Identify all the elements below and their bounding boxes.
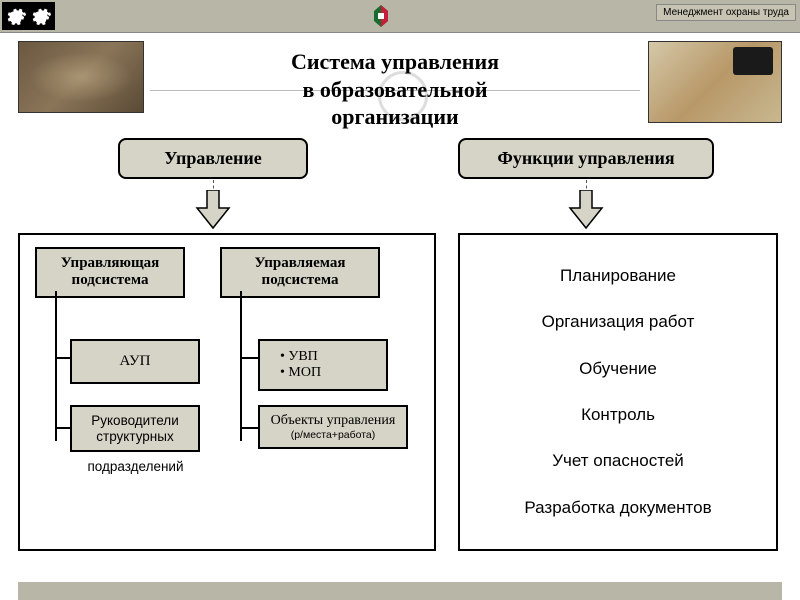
managing-subsystem-box: Управляющая подсистема bbox=[35, 247, 185, 298]
gear-icons-box bbox=[2, 2, 55, 30]
title-line: Система управления bbox=[150, 48, 640, 76]
topbar: Менеджмент охраны труда bbox=[0, 0, 800, 33]
connector bbox=[55, 427, 70, 429]
objects-box: Объекты управления (р/места+работа) bbox=[258, 405, 408, 449]
obj-label: Объекты управления bbox=[271, 413, 396, 428]
connector bbox=[240, 291, 242, 441]
func-item: Планирование bbox=[560, 266, 676, 286]
uvp-mop-box: • УВП • МОП bbox=[258, 339, 388, 391]
list-item: • УВП bbox=[280, 349, 366, 365]
gear-icon bbox=[30, 5, 52, 27]
functions-box: Функции управления bbox=[458, 138, 714, 179]
gear-icon bbox=[5, 5, 27, 27]
desk-photo bbox=[648, 41, 782, 123]
meeting-photo bbox=[18, 41, 144, 113]
connector bbox=[55, 357, 70, 359]
func-item: Учет опасностей bbox=[552, 451, 684, 471]
ruk-below-text: подразделений bbox=[68, 459, 203, 474]
logo-icon bbox=[368, 3, 394, 29]
title-line: организации bbox=[150, 103, 640, 131]
connector bbox=[240, 427, 258, 429]
left-panel: Управляющая подсистема Управляемая подси… bbox=[18, 233, 436, 551]
func-item: Контроль bbox=[581, 405, 655, 425]
connector bbox=[240, 357, 258, 359]
functions-list: Планирование Организация работ Обучение … bbox=[478, 253, 758, 531]
ruk-box: Руководители структурных bbox=[70, 405, 200, 452]
func-item: Обучение bbox=[579, 359, 657, 379]
content-area: Система управления в образовательной орг… bbox=[0, 33, 800, 600]
arrow-down-icon bbox=[194, 190, 232, 230]
obj-subtext: (р/места+работа) bbox=[264, 429, 402, 441]
arrow-down-icon bbox=[567, 190, 605, 230]
title-line: в образовательной bbox=[150, 76, 640, 104]
diagram-area: Управление Функции управления Управляюща… bbox=[18, 138, 782, 578]
managed-subsystem-box: Управляемая подсистема bbox=[220, 247, 380, 298]
list-item: • МОП bbox=[280, 365, 366, 381]
header-label: Менеджмент охраны труда bbox=[656, 4, 796, 21]
func-item: Разработка документов bbox=[524, 498, 711, 518]
connector bbox=[55, 291, 57, 441]
page-title: Система управления в образовательной орг… bbox=[150, 48, 640, 131]
func-item: Организация работ bbox=[542, 312, 695, 332]
functions-panel: Планирование Организация работ Обучение … bbox=[458, 233, 778, 551]
aup-box: АУП bbox=[70, 339, 200, 384]
bottom-bar bbox=[18, 582, 782, 600]
management-box: Управление bbox=[118, 138, 308, 179]
